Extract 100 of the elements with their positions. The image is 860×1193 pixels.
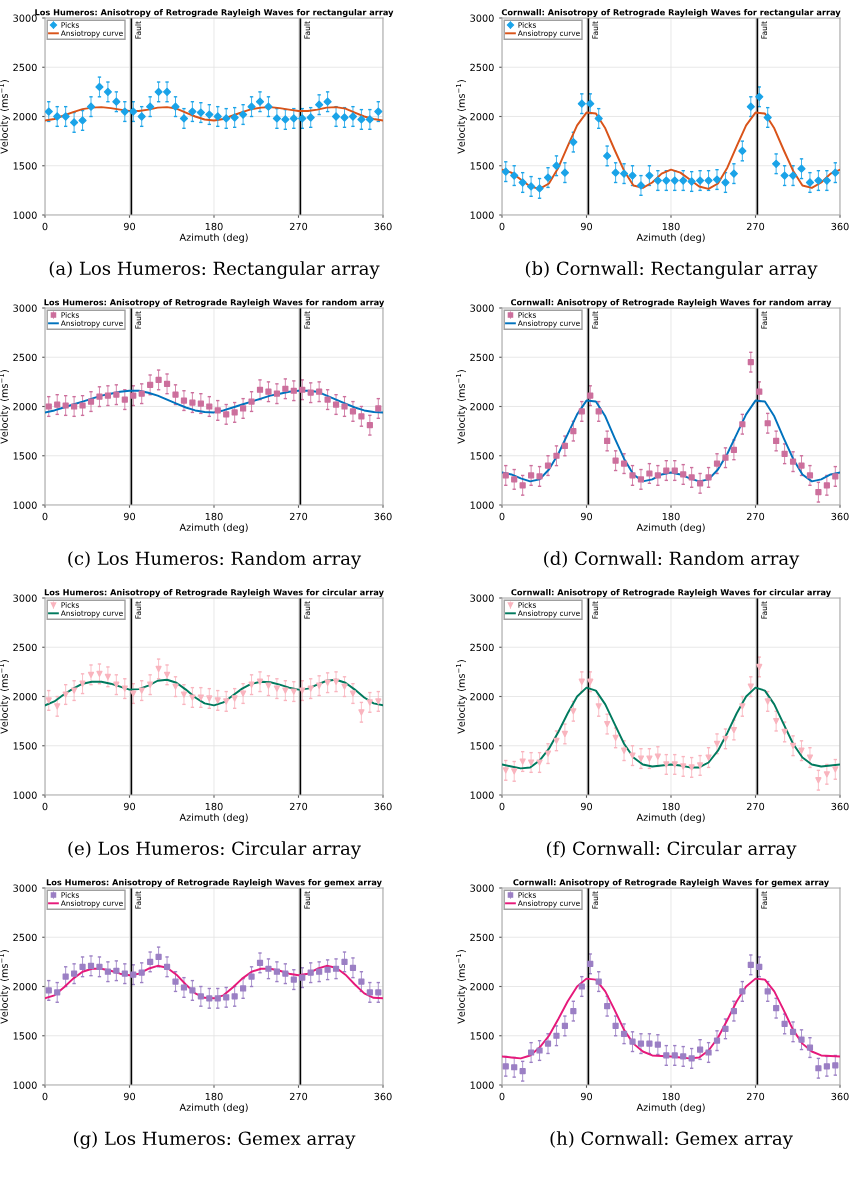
point bbox=[189, 987, 196, 994]
point bbox=[299, 687, 306, 694]
x-tick-label: 0 bbox=[499, 512, 505, 521]
point bbox=[789, 458, 797, 465]
y-tick-label: 1000 bbox=[13, 501, 37, 509]
y-tick-label: 2500 bbox=[470, 933, 494, 942]
point bbox=[87, 398, 95, 405]
point bbox=[788, 171, 798, 180]
point bbox=[823, 1063, 830, 1070]
point bbox=[272, 114, 282, 123]
x-tick-label: 90 bbox=[123, 222, 136, 231]
point bbox=[773, 718, 780, 725]
point bbox=[789, 1028, 797, 1035]
point bbox=[205, 110, 214, 119]
y-axis-title: Velocity (ms$^{−1}$) bbox=[456, 950, 467, 1024]
point bbox=[646, 1040, 653, 1047]
point bbox=[570, 708, 577, 715]
point bbox=[823, 771, 830, 778]
point bbox=[789, 742, 797, 749]
point bbox=[281, 115, 290, 124]
point bbox=[697, 480, 704, 487]
point bbox=[349, 964, 357, 971]
point bbox=[528, 472, 535, 479]
point bbox=[832, 1062, 839, 1069]
point bbox=[611, 168, 620, 177]
point bbox=[519, 1068, 526, 1075]
point bbox=[138, 390, 145, 397]
y-tick-label: 2000 bbox=[470, 402, 494, 411]
point bbox=[713, 460, 721, 467]
point bbox=[87, 671, 95, 678]
point bbox=[61, 112, 70, 121]
x-tick-label: 180 bbox=[205, 802, 223, 811]
x-axis-title: Azimuth (deg) bbox=[636, 813, 705, 823]
point bbox=[273, 390, 281, 397]
point bbox=[518, 178, 527, 187]
point bbox=[730, 726, 738, 734]
point bbox=[722, 454, 729, 461]
point bbox=[527, 182, 536, 191]
point bbox=[180, 691, 188, 698]
y-tick-label: 1500 bbox=[470, 1032, 494, 1040]
point bbox=[256, 386, 264, 393]
point bbox=[358, 978, 365, 985]
point bbox=[578, 408, 585, 415]
point bbox=[544, 750, 552, 757]
point bbox=[697, 1046, 704, 1053]
point bbox=[71, 687, 78, 694]
point bbox=[316, 682, 323, 689]
point bbox=[502, 767, 509, 774]
point bbox=[511, 1064, 518, 1071]
y-tick-label: 1500 bbox=[470, 162, 494, 170]
point bbox=[679, 176, 688, 185]
y-tick-label: 1000 bbox=[13, 791, 37, 799]
y-tick-label: 2000 bbox=[470, 112, 494, 121]
point bbox=[730, 1008, 738, 1015]
point bbox=[680, 1053, 687, 1060]
point bbox=[594, 114, 603, 123]
point bbox=[341, 958, 348, 965]
point bbox=[290, 976, 297, 983]
point bbox=[561, 1022, 569, 1030]
chart-title: Los Humeros: Anisotropy of Retrograde Rayleigh Waves for rectangular array bbox=[35, 9, 394, 17]
text: (b) Cornwall: Rectangular array bbox=[525, 261, 818, 279]
point bbox=[747, 683, 754, 690]
point bbox=[365, 115, 374, 124]
x-tick-label: 270 bbox=[289, 512, 308, 521]
point bbox=[113, 391, 120, 398]
point bbox=[213, 112, 222, 121]
point bbox=[578, 678, 585, 685]
point bbox=[739, 421, 746, 428]
x-tick-label: 360 bbox=[831, 512, 849, 521]
point bbox=[511, 768, 518, 775]
point bbox=[163, 380, 171, 387]
point bbox=[637, 476, 645, 483]
x-tick-label: 360 bbox=[374, 802, 392, 811]
point bbox=[654, 753, 661, 760]
point bbox=[71, 970, 78, 977]
chart-title: Cornwall: Anisotropy of Retrograde Rayleigh Waves for circular array bbox=[511, 589, 831, 597]
point bbox=[764, 988, 771, 995]
y-axis-title: Velocity (ms$^{−1}$) bbox=[0, 80, 10, 154]
point bbox=[315, 100, 324, 109]
point bbox=[739, 703, 746, 710]
point bbox=[680, 471, 687, 478]
point bbox=[273, 968, 281, 975]
point bbox=[671, 1052, 678, 1059]
point bbox=[569, 138, 578, 147]
point bbox=[764, 420, 771, 427]
y-tick-label: 2000 bbox=[13, 692, 37, 701]
x-tick-label: 180 bbox=[205, 512, 223, 521]
point bbox=[823, 482, 830, 489]
point bbox=[154, 87, 163, 96]
point bbox=[730, 446, 738, 453]
point bbox=[822, 176, 831, 185]
point bbox=[53, 112, 62, 121]
point bbox=[705, 1049, 712, 1056]
y-tick-label: 1000 bbox=[470, 1081, 494, 1089]
point bbox=[172, 391, 179, 398]
point bbox=[519, 482, 526, 489]
point bbox=[544, 1040, 552, 1047]
point bbox=[290, 387, 297, 394]
point bbox=[797, 164, 806, 173]
point bbox=[721, 178, 730, 187]
